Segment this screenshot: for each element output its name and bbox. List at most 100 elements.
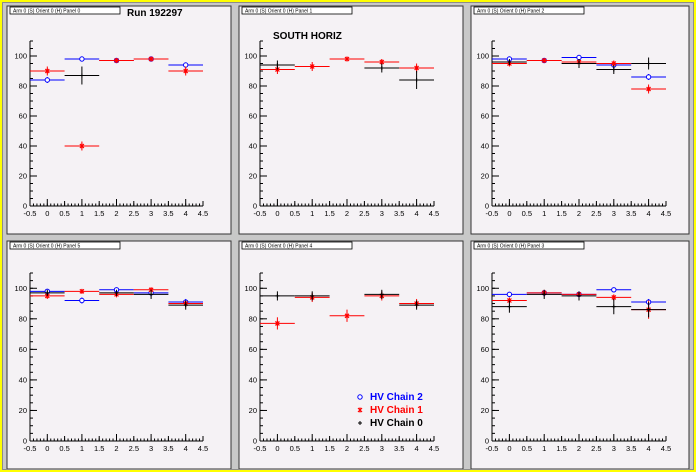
x-tick-label: 2: [114, 209, 118, 218]
data-point: [149, 292, 154, 297]
panel-title: Arm 0 (S) Orient 0 (H) Panel 5: [13, 244, 80, 250]
y-tick-label: 40: [249, 375, 257, 384]
panel-frame: [238, 5, 464, 235]
x-tick-label: 1.5: [94, 209, 104, 218]
y-tick-label: 20: [249, 172, 257, 181]
y-tick-label: 0: [485, 437, 489, 446]
x-tick-label: 0: [275, 444, 279, 453]
panel-annotation: SOUTH HORIZ: [273, 31, 342, 42]
panel-frame: [6, 240, 232, 469]
x-tick-label: 1: [80, 444, 84, 453]
data-point: [414, 303, 419, 308]
panel-title-frame: [241, 241, 353, 250]
y-tick-label: 60: [19, 112, 27, 121]
panel-title: Arm 0 (S) Orient 0 (H) Panel 4: [245, 244, 312, 250]
legend-label: HV Chain 2: [370, 392, 423, 403]
y-tick-label: 80: [249, 82, 257, 91]
x-tick-label: 0.5: [59, 209, 69, 218]
chart-panel-0: Arm 0 (S) Orient 0 (H) Panel 0-0.5 0 0.5 1 1…: [6, 5, 232, 235]
x-tick-label: 0.5: [290, 209, 300, 218]
x-tick-label: 1: [542, 444, 546, 453]
panel-title-frame: [9, 6, 121, 15]
x-tick-label: 0: [507, 209, 511, 218]
data-point: [148, 56, 154, 62]
x-tick-label: 1.5: [556, 444, 566, 453]
y-tick-label: 40: [481, 375, 489, 384]
x-tick-label: 3.5: [626, 209, 636, 218]
y-tick-label: 20: [19, 406, 27, 415]
chart-panel-4: Arm 0 (S) Orient 0 (H) Panel 4-0.5 0 0.5 1 1…: [238, 240, 464, 469]
x-tick-label: 1: [310, 444, 314, 453]
y-tick-label: 60: [481, 112, 489, 121]
data-point: [414, 65, 420, 71]
y-tick-label: 100: [476, 284, 489, 293]
y-tick-label: 20: [249, 406, 257, 415]
data-point: [79, 73, 84, 78]
data-point: [274, 320, 280, 326]
x-tick-label: 2.5: [359, 209, 369, 218]
data-point: [183, 68, 189, 74]
y-tick-label: 40: [481, 142, 489, 151]
data-point: [577, 293, 581, 298]
x-tick-label: 0: [507, 444, 511, 453]
x-tick-label: 2: [345, 209, 349, 218]
data-point: [344, 313, 350, 319]
panel-title-frame: [473, 6, 585, 15]
data-point: [506, 291, 513, 298]
data-point: [507, 60, 512, 64]
panel-title-box: Arm 0 (S) Orient 0 (H) Panel 2: [473, 6, 585, 15]
data-point: [645, 74, 652, 80]
y-tick-label: 0: [253, 202, 257, 211]
data-point: [507, 304, 512, 309]
data-point: [183, 303, 188, 308]
x-tick-label: 4: [415, 444, 419, 453]
x-tick-label: 1: [542, 209, 546, 218]
chart-panel-2: Arm 0 (S) Orient 0 (H) Panel 2-0.5 0 0.5 1 1…: [470, 5, 690, 235]
x-tick-label: 3.5: [163, 209, 173, 218]
data-point: [275, 293, 280, 298]
legend-marker-circle: [357, 394, 363, 400]
y-tick-label: 60: [19, 345, 27, 354]
data-point: [542, 292, 547, 297]
legend: HV Chain 2 HV Chain 1 HV Chain 0: [357, 392, 423, 429]
series-chain0: [492, 289, 666, 318]
multi-panel-chart: Arm 0 (S) Orient 0 (H) Panel 0-0.5 0 0.5 1 1…: [6, 5, 690, 469]
x-tick-label: 4: [184, 444, 188, 453]
y-tick-label: 80: [481, 82, 489, 91]
x-tick-label: 2: [114, 444, 118, 453]
x-tick-label: 3: [612, 444, 616, 453]
panel-frame: [6, 5, 232, 235]
x-tick-label: 4.5: [198, 444, 208, 453]
y-tick-label: 40: [249, 142, 257, 151]
x-tick-label: 2: [345, 444, 349, 453]
panel-title-box: Arm 0 (S) Orient 0 (H) Panel 3: [473, 241, 585, 250]
x-tick-label: -0.5: [254, 209, 267, 218]
data-point: [611, 304, 616, 309]
y-tick-label: 80: [19, 82, 27, 91]
panel-title-box: Arm 0 (S) Orient 0 (H) Panel 5: [9, 241, 121, 250]
panel-title-box: Arm 0 (S) Orient 0 (H) Panel 0: [9, 6, 121, 15]
legend-label: HV Chain 0: [370, 418, 423, 429]
y-tick-label: 0: [23, 437, 27, 446]
x-tick-label: 0.5: [59, 444, 69, 453]
x-tick-label: 4.5: [661, 209, 671, 218]
chart-panel-5: Arm 0 (S) Orient 0 (H) Panel 3-0.5 0 0.5 1 1…: [470, 240, 690, 469]
data-point: [79, 297, 85, 304]
panel-title-frame: [241, 6, 353, 15]
x-tick-label: 4: [647, 444, 651, 453]
x-tick-label: 0: [45, 209, 49, 218]
data-point: [646, 61, 651, 66]
x-tick-label: 1.5: [324, 209, 334, 218]
x-tick-label: 3.5: [394, 209, 404, 218]
data-point: [310, 293, 315, 298]
x-tick-label: 2.5: [359, 444, 369, 453]
x-tick-label: 2.5: [591, 444, 601, 453]
y-tick-label: 80: [249, 314, 257, 323]
x-tick-label: 1: [310, 209, 314, 218]
y-tick-label: 20: [481, 406, 489, 415]
y-tick-label: 100: [14, 52, 27, 61]
x-tick-label: 2.5: [591, 209, 601, 218]
data-point: [541, 58, 547, 63]
y-tick-label: 100: [14, 284, 27, 293]
x-tick-label: -0.5: [486, 444, 499, 453]
